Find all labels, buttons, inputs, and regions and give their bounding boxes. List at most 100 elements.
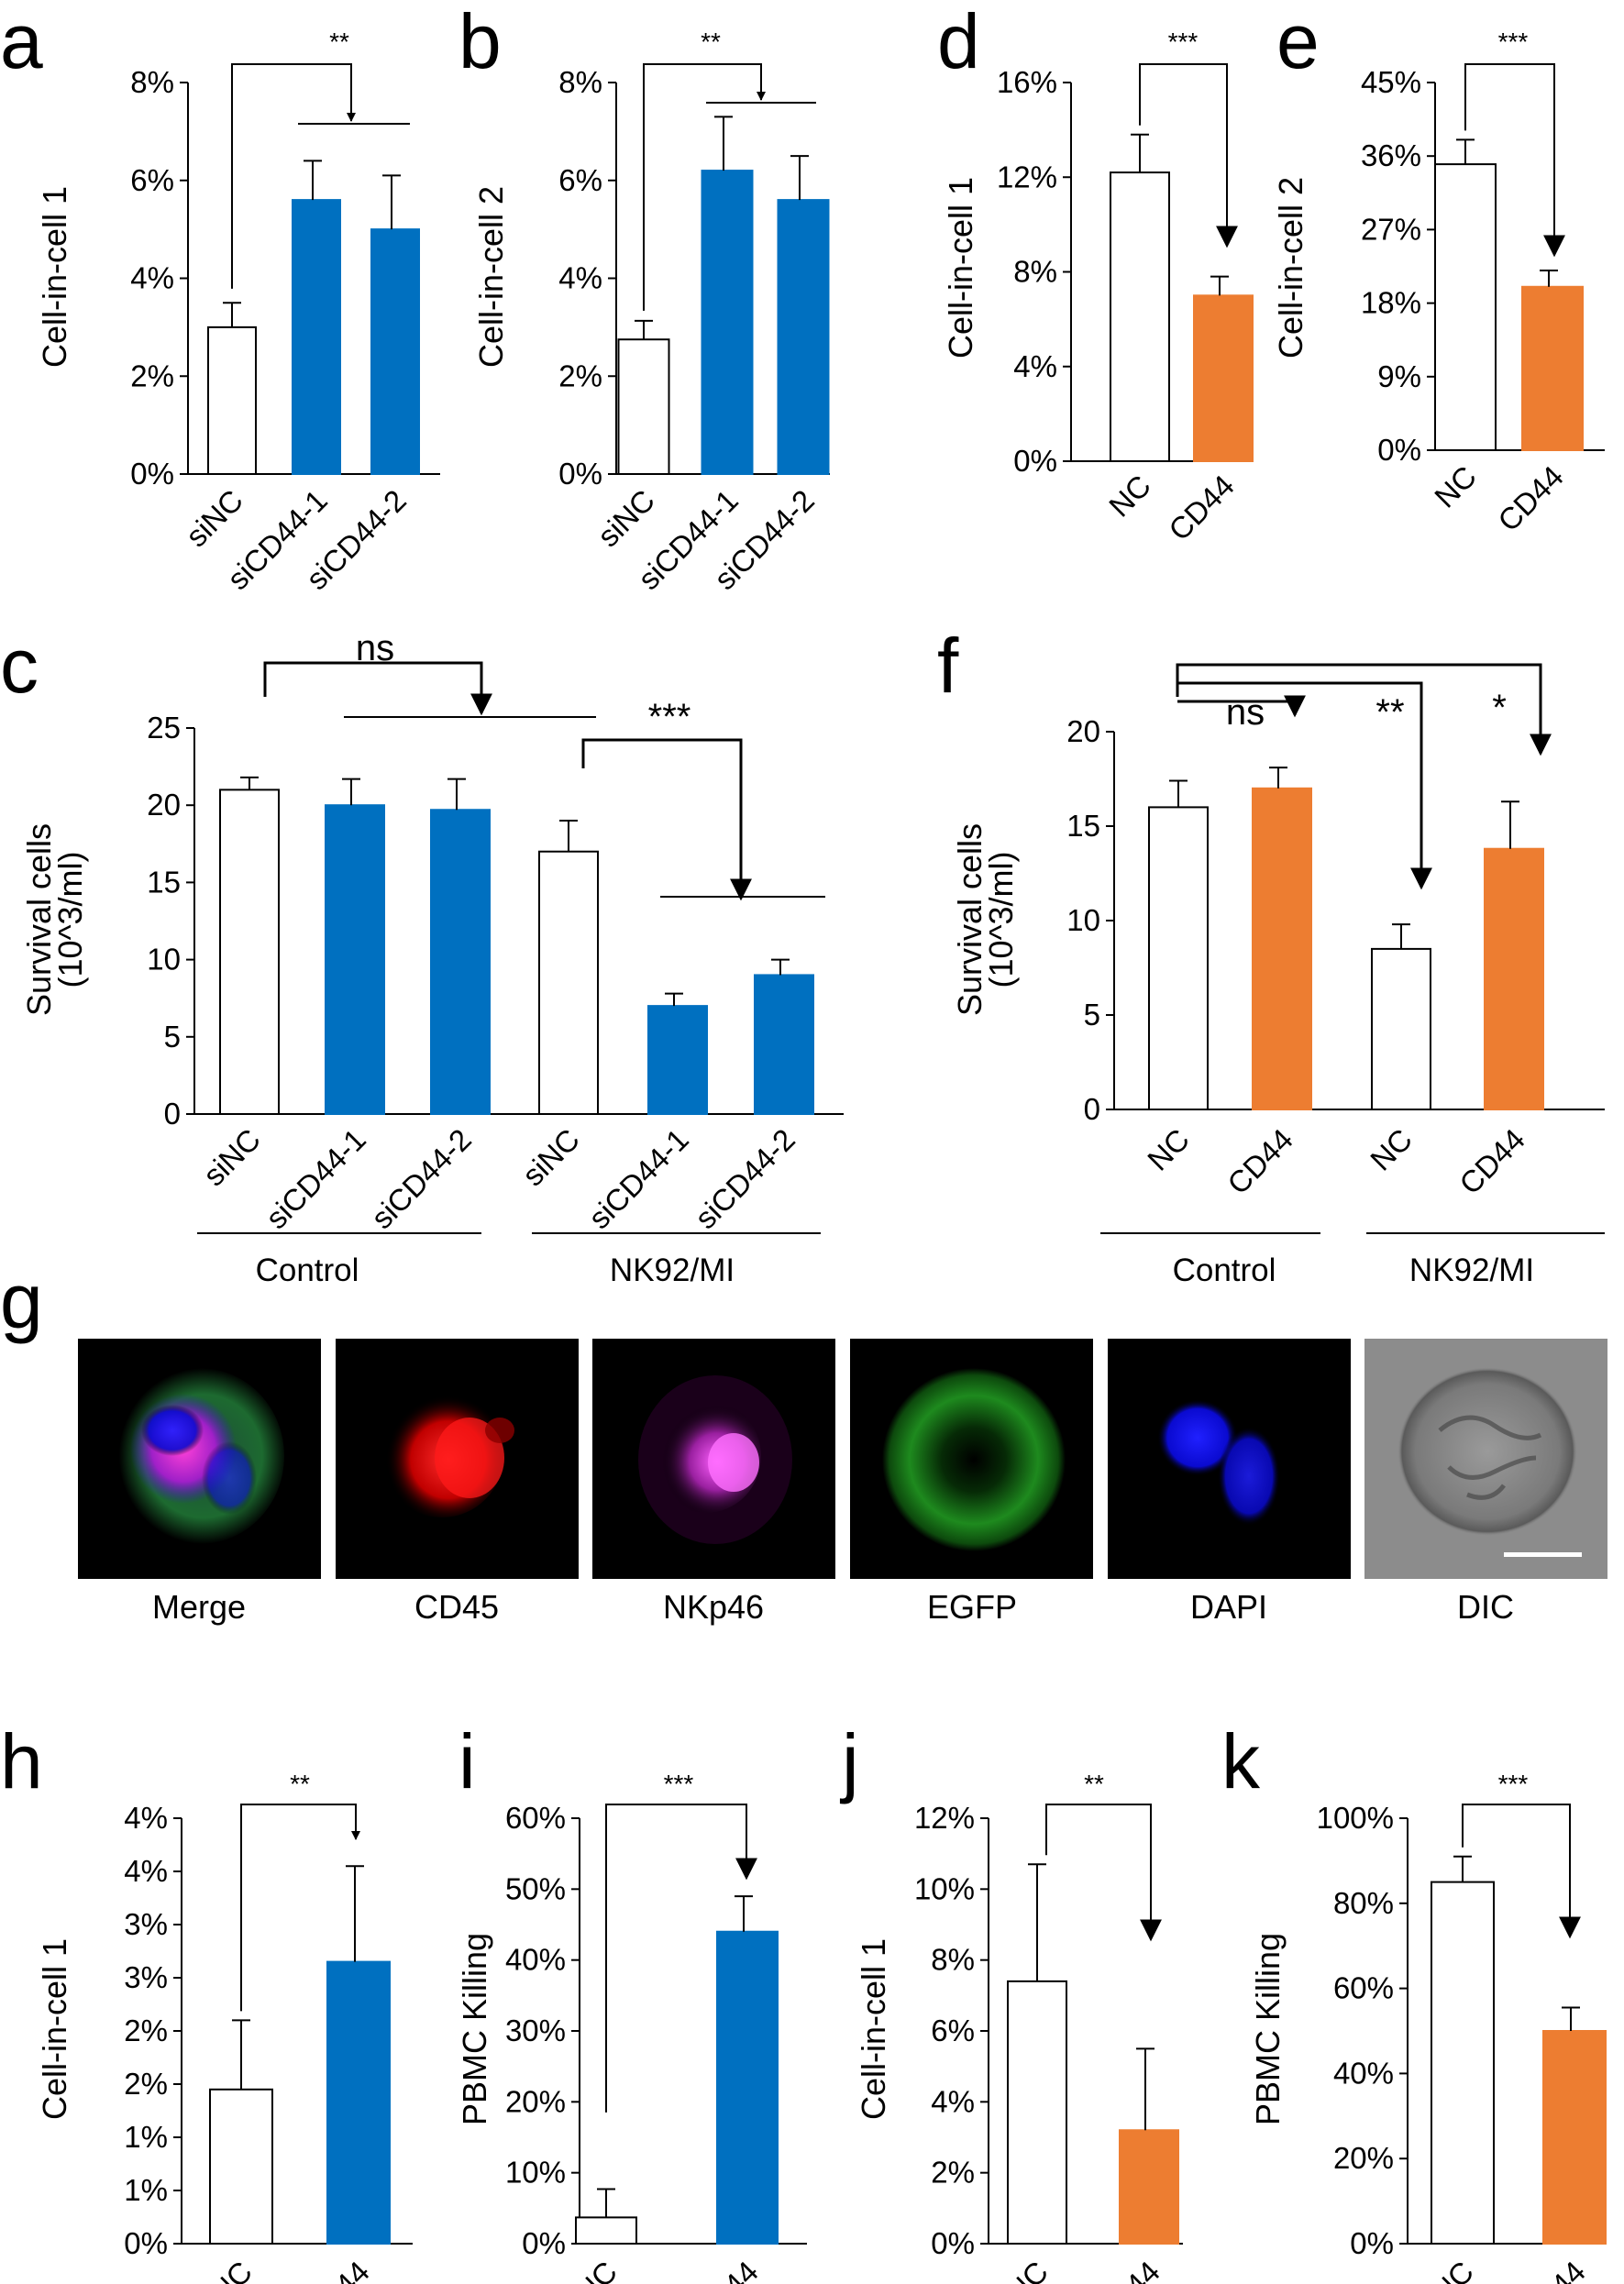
bar [777,199,830,475]
y-tick-label: 20% [505,2084,566,2118]
y-tick-label: 8% [1013,255,1057,289]
y-tick-label: 45% [1361,65,1421,99]
image-nkp46 [592,1339,835,1579]
bar [1193,294,1254,462]
bar [754,974,814,1115]
bar [1119,2129,1179,2245]
y-tick-label: 2% [124,2014,168,2047]
sig-bracket [1177,681,1432,890]
chart-j: 0% 2% 4% 6% 8% 10% 12% Cell-in-cell 1 NC CD44 ** [855,1770,1183,2284]
y-tick-label: 0% [1377,433,1421,467]
x-tick-label: NC [1000,2255,1055,2284]
panel-letter-d: d [937,0,980,84]
sig-label: ** [329,28,349,56]
y-tick-label: 60% [505,1801,566,1835]
chart-k: 0% 20% 40% 60% 80% 100% PBMC Killing NC CD44 *** [1249,1770,1607,2284]
y-tick-label: 5 [1084,998,1100,1032]
bar [1484,847,1544,1110]
y-tick-label: 18% [1361,286,1421,320]
sig-bracket [581,738,752,901]
bar [1110,171,1170,462]
bar [1434,163,1497,451]
bar [292,199,341,475]
sig-label: * [1492,688,1507,728]
y-tick-label: 6% [931,2014,975,2047]
y-axis-label-units: (10^3/ml) [51,852,89,988]
y-tick-label: 8% [558,65,602,99]
y-tick-label: 15 [147,865,181,899]
y-tick-label: 12% [914,1801,975,1835]
bar [1431,1881,1495,2245]
panel-letter-j: j [839,1718,859,1804]
y-tick-label: 0% [124,2226,168,2260]
x-tick-label: NC [1364,1122,1419,1177]
x-tick-label: siNC [515,1122,586,1193]
y-tick-label: 9% [1377,359,1421,393]
y-axis-label: Cell-in-cell 1 [942,177,979,359]
group-label-nk92mi: NK92/MI [1409,1252,1534,1288]
bar [538,850,599,1115]
scale-bar [1504,1552,1582,1557]
y-axis-label: PBMC Killing [1249,1933,1287,2125]
y-tick-label: 15 [1066,809,1100,843]
image-dapi [1108,1339,1351,1579]
y-tick-label: 4% [124,1854,168,1888]
x-tick-label: siNC [188,2255,259,2284]
x-tick-label: siCD44-2 [689,1122,801,1235]
y-axis-label: Survival cells [951,823,989,1016]
y-tick-label: 3% [124,1907,168,1941]
x-tick-label: shCD44 [274,2255,375,2284]
y-axis-label: Cell-in-cell 2 [1272,177,1309,359]
y-tick-label: 36% [1361,138,1421,172]
y-tick-label: 4% [558,261,602,295]
bar [1007,1980,1067,2245]
x-tick-label: CD44 [1221,1122,1299,1201]
sig-bracket [1176,663,1552,756]
y-tick-label: 5 [164,1020,181,1054]
x-tick-label: CD44 [1513,2255,1592,2284]
x-tick-label: shCD44 [663,2255,764,2284]
bar [1252,787,1312,1110]
panel-letter-h: h [0,1718,43,1804]
y-tick-label: 4% [1013,349,1057,383]
y-tick-label: 1% [124,2120,168,2154]
bar [326,1960,391,2245]
y-tick-label: 6% [558,163,602,197]
y-tick-label: 0 [1084,1092,1100,1126]
y-tick-label: 80% [1333,1886,1394,1920]
sig-bracket [231,63,356,289]
sig-bracket-ns [1177,695,1306,718]
x-tick-label: siNC [591,483,661,554]
bar [647,1005,708,1115]
y-axis-label-units: (10^3/ml) [982,852,1020,988]
y-tick-label: 2% [558,359,602,392]
y-tick-label: 10 [147,943,181,976]
sig-label: *** [664,1770,694,1798]
x-tick-label: siNC [196,1122,267,1193]
sig-label: ** [1375,692,1404,733]
y-tick-label: 1% [124,2173,168,2207]
image-merge [78,1339,321,1579]
y-tick-label: 30% [505,2014,566,2047]
image-label-egfp: EGFP [927,1588,1017,1626]
y-tick-label: 0% [1350,2226,1394,2260]
chart-e: 0% 9% 18% 27% 36% 45% Cell-in-cell 2 NC CD44 *** [1272,28,1605,538]
sig-label: *** [1168,28,1199,56]
panel-letter-k: k [1221,1718,1261,1804]
bar [325,804,385,1115]
chart-d: 0% 4% 8% 12% 16% Cell-in-cell 1 NC CD44 *** [942,28,1254,547]
bar [430,809,491,1115]
image-label-dapi: DAPI [1190,1588,1267,1626]
y-tick-label: 0% [931,2226,975,2260]
x-tick-label: NC [1428,459,1483,514]
y-tick-label: 20% [1333,2141,1394,2175]
y-tick-label: 40% [1333,2056,1394,2090]
y-tick-label: 0% [522,2226,566,2260]
sig-bracket [643,63,766,311]
image-cd45 [336,1339,579,1579]
bar [207,325,257,475]
image-label-nkp46: NKp46 [663,1588,764,1626]
y-tick-label: 10% [505,2156,566,2190]
